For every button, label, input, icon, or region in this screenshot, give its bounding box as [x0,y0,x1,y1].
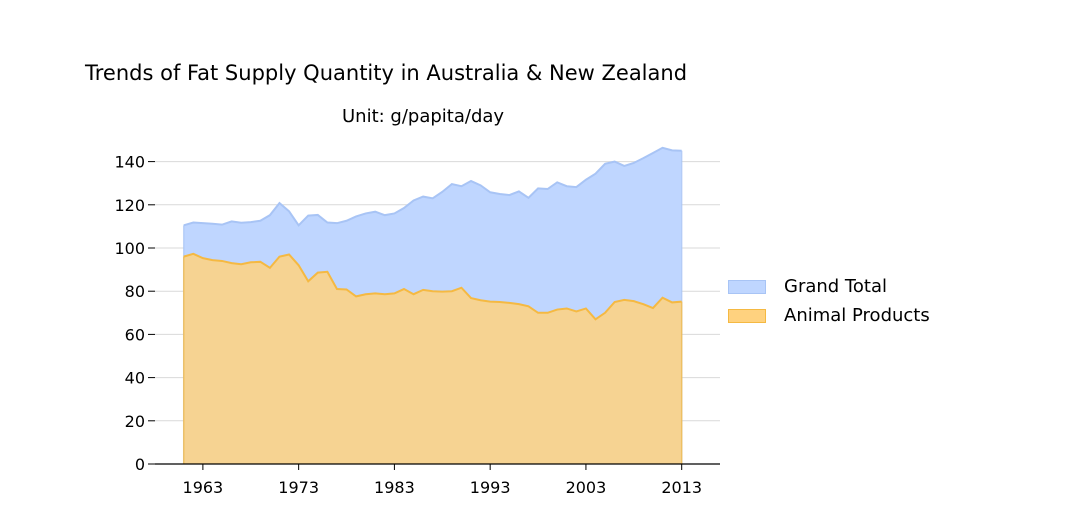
legend-label-animal-products: Animal Products [784,305,930,326]
legend-swatch-animal-products [728,308,766,323]
y-tick-label: 100 [114,239,145,258]
line-grand-total [183,146,682,227]
legend-label-grand-total: Grand Total [784,276,887,297]
legend-swatch-grand-total [728,279,766,294]
area-animal-products [183,253,682,464]
chart-title: Trends of Fat Supply Quantity in Austral… [85,61,688,85]
x-tick-label: 2003 [566,478,607,497]
legend-item-animal-products: Animal Products [728,301,930,330]
y-tick-label: 40 [125,369,145,388]
y-tick-label: 60 [125,325,145,344]
axes: 0 20 40 60 80 100 120 140 1963 1973 1983 1993 2003 20… [114,153,720,497]
y-tick-label: 120 [114,196,145,215]
x-tick-label: 2013 [661,478,702,497]
y-tick-label: 0 [135,455,145,474]
y-tick-label: 80 [125,282,145,301]
line-animal-products [183,252,682,321]
legend-item-grand-total: Grand Total [728,272,930,301]
series-areas [182,146,683,464]
y-tick-label: 20 [125,412,145,431]
legend: Grand Total Animal Products [728,272,930,330]
x-tick-label: 1973 [278,478,319,497]
x-tick-label: 1983 [374,478,415,497]
x-tick-label: 1963 [183,478,224,497]
y-tick-label: 140 [114,153,145,172]
chart-subtitle: Unit: g/papita/day [342,106,505,127]
x-tick-label: 1993 [470,478,511,497]
